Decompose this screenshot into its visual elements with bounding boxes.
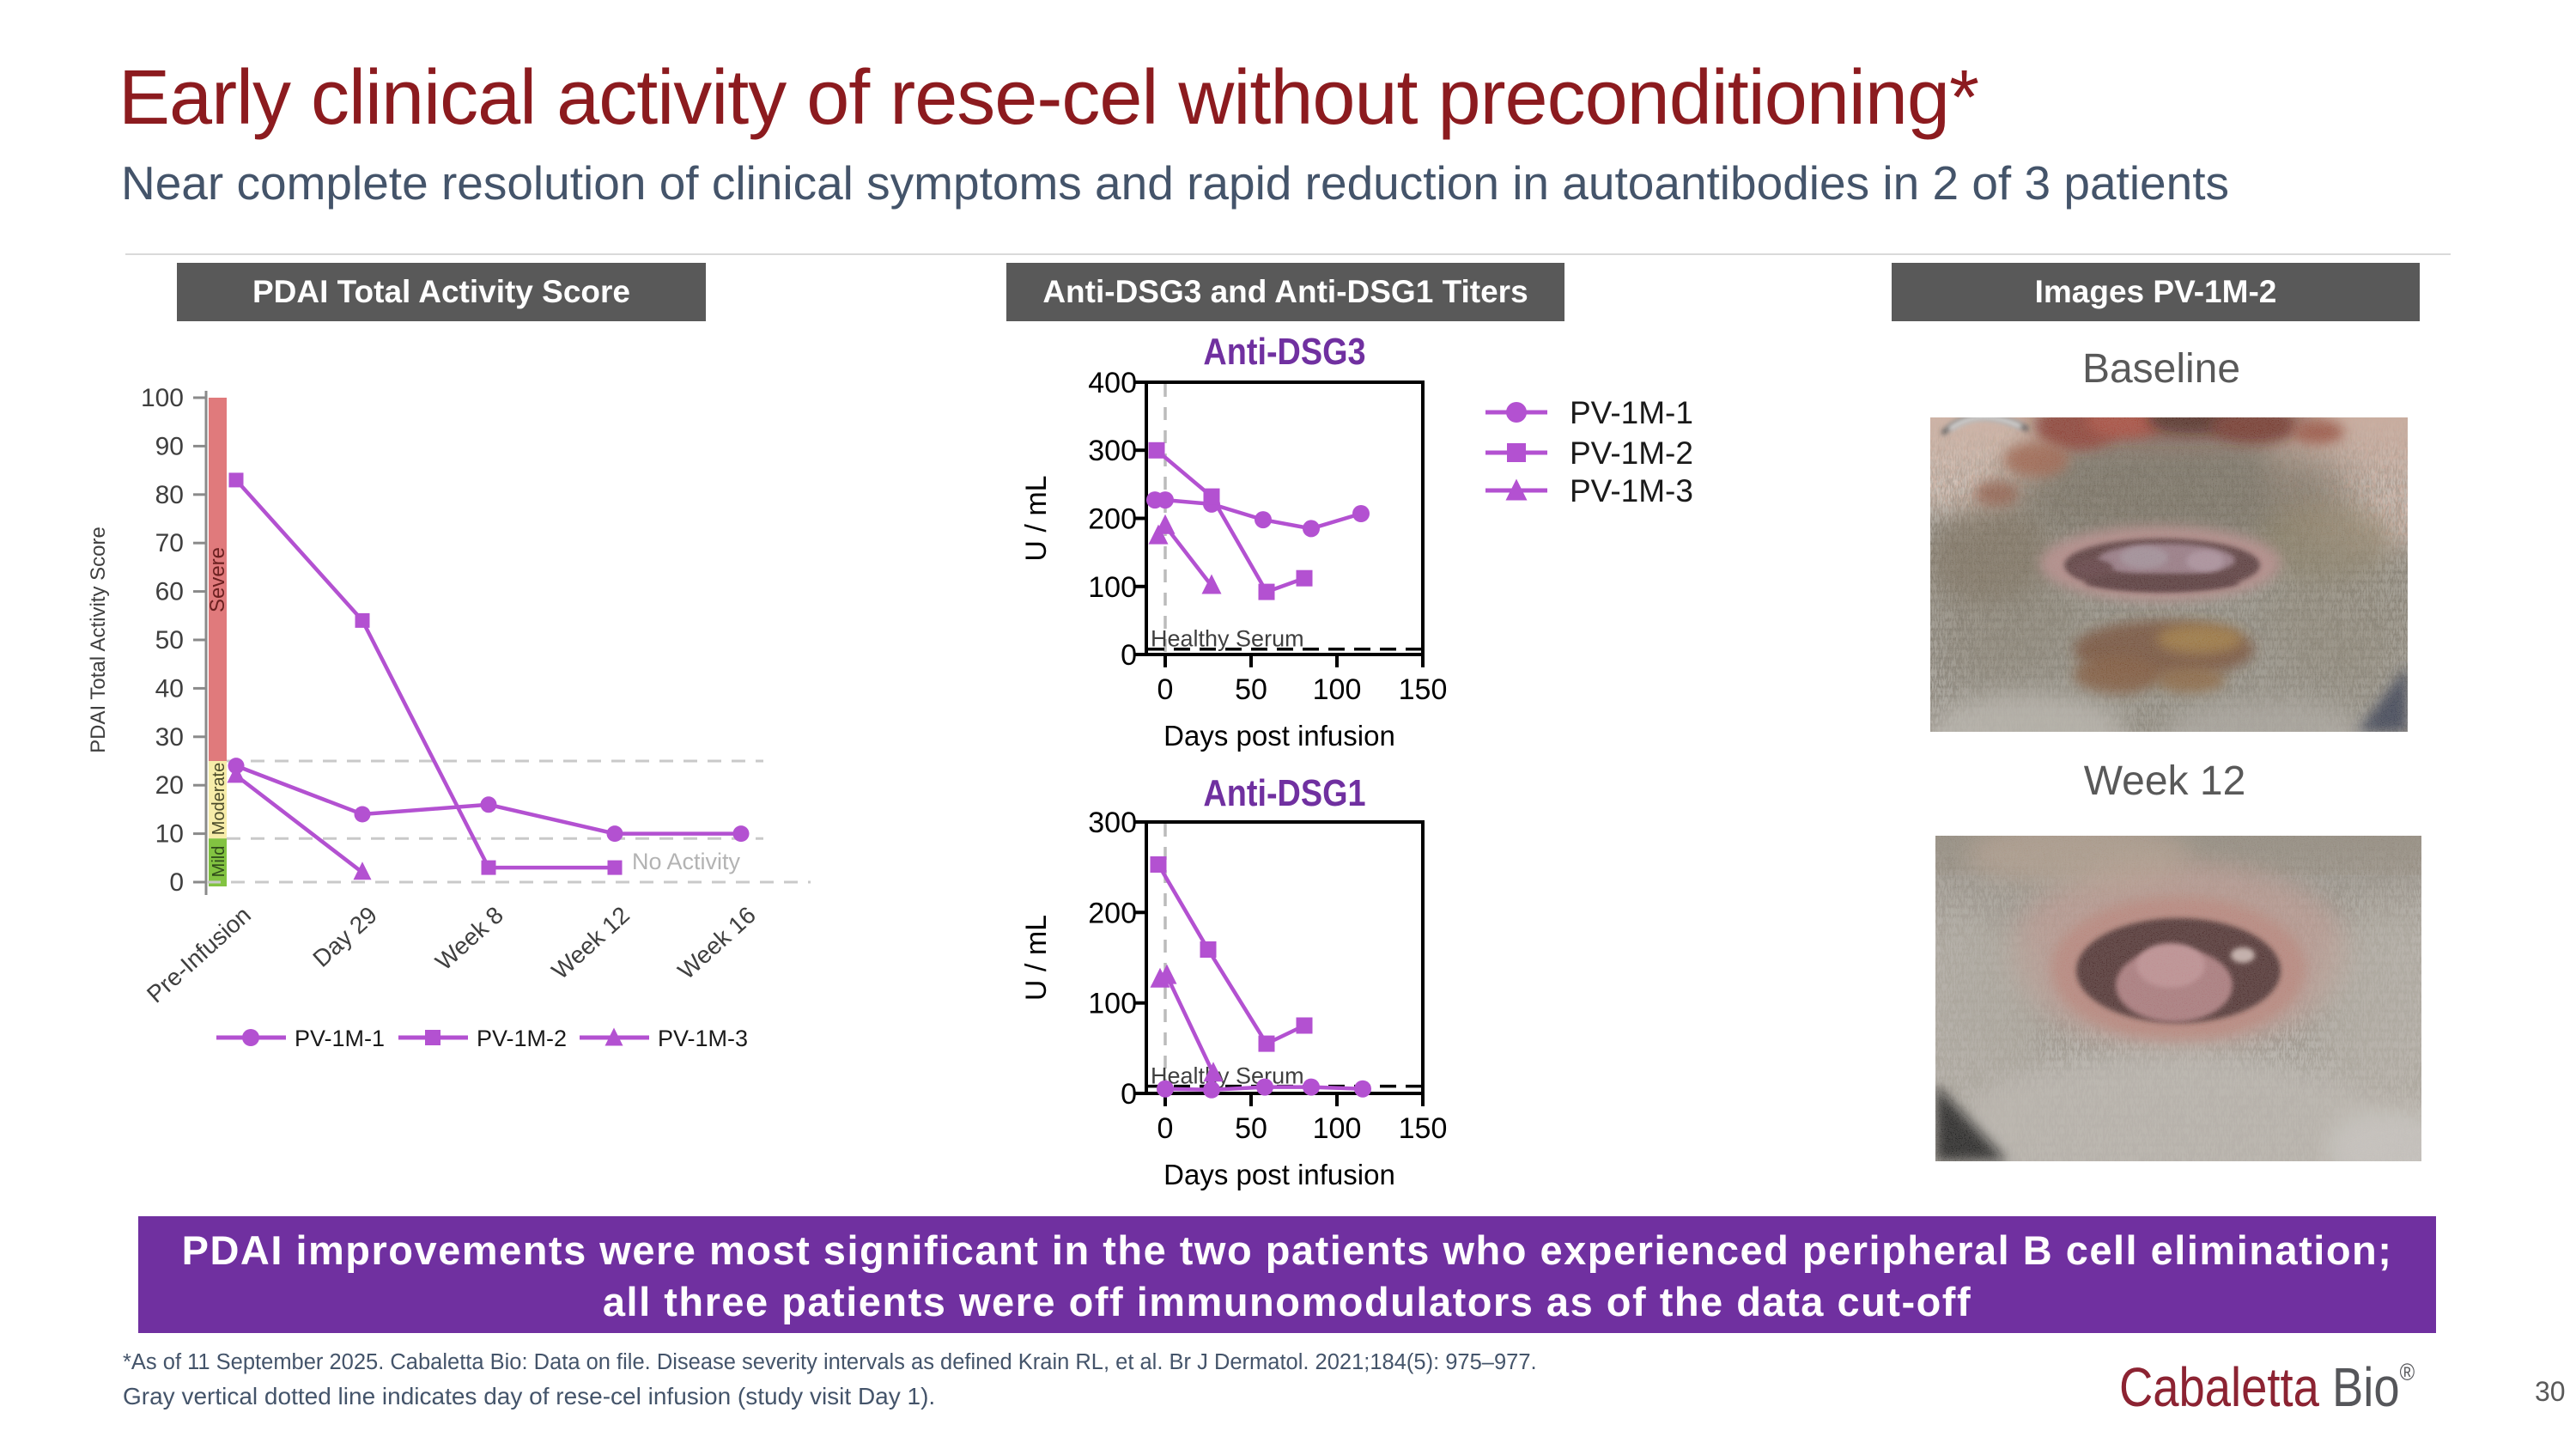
svg-text:100: 100 (1088, 571, 1137, 604)
svg-text:150: 150 (1399, 1112, 1448, 1145)
svg-text:Days post infusion: Days post infusion (1163, 720, 1395, 752)
svg-text:60: 60 (155, 578, 184, 606)
svg-text:U / mL: U / mL (1020, 475, 1053, 561)
svg-text:PV-1M-1: PV-1M-1 (295, 1026, 385, 1051)
svg-text:Severe: Severe (206, 547, 229, 612)
svg-text:200: 200 (1088, 897, 1137, 929)
svg-text:20: 20 (155, 771, 184, 800)
svg-text:Healthy Serum: Healthy Serum (1151, 1063, 1304, 1089)
svg-text:70: 70 (155, 529, 184, 557)
svg-text:10: 10 (155, 820, 184, 849)
svg-text:Pre-Infusion: Pre-Infusion (142, 901, 256, 1008)
svg-text:200: 200 (1088, 503, 1137, 536)
svg-text:Healthy Serum: Healthy Serum (1151, 626, 1304, 652)
svg-text:PV-1M-2: PV-1M-2 (1570, 435, 1693, 471)
svg-text:40: 40 (155, 674, 184, 703)
svg-text:400: 400 (1088, 367, 1137, 399)
svg-text:100: 100 (1088, 988, 1137, 1020)
svg-text:PV-1M-3: PV-1M-3 (1570, 473, 1693, 508)
svg-text:100: 100 (141, 384, 184, 412)
svg-text:Anti-DSG3: Anti-DSG3 (1203, 330, 1365, 372)
svg-text:50: 50 (1235, 673, 1267, 706)
svg-text:50: 50 (1235, 1112, 1267, 1145)
svg-text:Week 12: Week 12 (547, 901, 635, 984)
svg-text:100: 100 (1313, 1112, 1362, 1145)
svg-text:Week 16: Week 16 (673, 901, 761, 984)
svg-text:Week 8: Week 8 (430, 901, 508, 975)
svg-text:0: 0 (1157, 1112, 1174, 1145)
svg-text:0: 0 (1121, 1078, 1137, 1111)
svg-text:Moderate: Moderate (210, 763, 228, 836)
svg-text:0: 0 (1121, 639, 1137, 672)
svg-text:50: 50 (155, 626, 184, 654)
svg-text:300: 300 (1088, 807, 1137, 839)
svg-text:No Activity: No Activity (632, 849, 741, 874)
svg-text:150: 150 (1399, 673, 1448, 706)
svg-text:80: 80 (155, 481, 184, 509)
svg-text:PV-1M-3: PV-1M-3 (658, 1026, 748, 1051)
svg-text:30: 30 (155, 723, 184, 752)
svg-text:Days post infusion: Days post infusion (1163, 1159, 1395, 1190)
svg-text:300: 300 (1088, 435, 1137, 467)
svg-text:Anti-DSG1: Anti-DSG1 (1203, 771, 1365, 813)
svg-text:Day 29: Day 29 (307, 901, 382, 971)
svg-text:0: 0 (1157, 673, 1174, 706)
svg-text:U / mL: U / mL (1020, 915, 1053, 1001)
svg-text:PDAI Total Activity Score: PDAI Total Activity Score (87, 527, 110, 753)
svg-text:Mild: Mild (210, 846, 228, 878)
svg-text:PV-1M-1: PV-1M-1 (1570, 395, 1693, 430)
svg-text:100: 100 (1313, 673, 1362, 706)
svg-text:0: 0 (169, 868, 184, 897)
svg-text:90: 90 (155, 432, 184, 460)
svg-text:PV-1M-2: PV-1M-2 (477, 1026, 567, 1051)
